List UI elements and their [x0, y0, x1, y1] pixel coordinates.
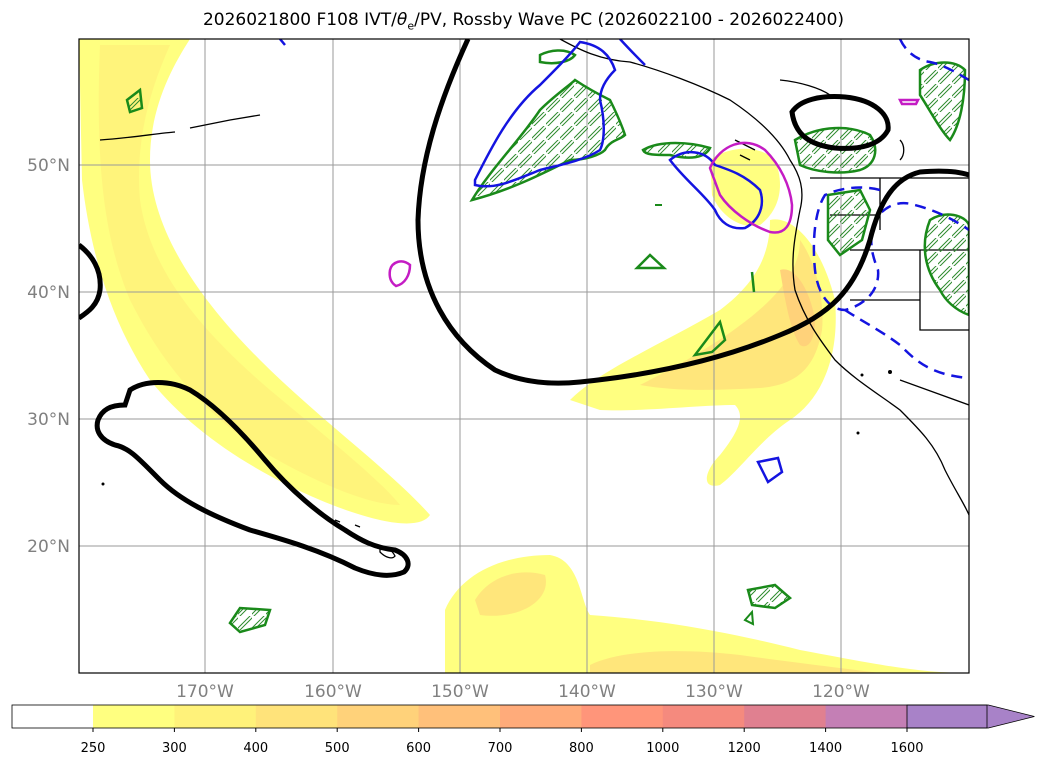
colorbar-segment — [418, 705, 501, 728]
colorbar-label: 250 — [81, 741, 106, 756]
colorbar-label: 700 — [488, 741, 513, 756]
colorbar-segment — [906, 704, 1035, 729]
colorbar-label: 1000 — [646, 741, 679, 756]
theta-e-dashed-contours — [812, 39, 969, 380]
colorbar-label: 500 — [325, 741, 350, 756]
rossby-wave-contours — [79, 39, 969, 578]
lat-label-30n: 30°N — [27, 410, 70, 430]
colorbar-segment — [825, 705, 908, 728]
islands — [101, 370, 892, 486]
colorbar-label: 600 — [406, 741, 431, 756]
lon-label-170w: 170°W — [176, 682, 234, 702]
colorbar — [12, 704, 1035, 729]
lon-label-150w: 150°W — [431, 682, 489, 702]
lon-label-130w: 130°W — [685, 682, 743, 702]
colorbar-label: 1400 — [809, 741, 842, 756]
lat-label-40n: 40°N — [27, 283, 70, 303]
colorbar-label: 1200 — [728, 741, 761, 756]
lat-label-20n: 20°N — [27, 537, 70, 557]
lon-label-160w: 160°W — [304, 682, 362, 702]
title-prefix: 2026021800 F108 IVT/ — [202, 10, 397, 30]
colorbar-segment — [93, 705, 175, 728]
colorbar-segment — [744, 705, 827, 728]
colorbar-label: 400 — [243, 741, 268, 756]
longitude-labels: 170°W 160°W 150°W 140°W 130°W 120°W — [176, 682, 870, 702]
pv-magenta-contours — [388, 98, 921, 288]
colorbar-label: 1600 — [890, 741, 923, 756]
colorbar-segment — [662, 705, 745, 728]
colorbar-segment — [174, 705, 257, 728]
colorbar-labels: 250 300 400 500 600 700 800 1000 1200 1400 1600 — [81, 728, 924, 756]
latitude-labels: 20°N 30°N 40°N 50°N — [27, 156, 70, 557]
colorbar-label: 300 — [162, 741, 187, 756]
title-theta-sub: e — [407, 19, 415, 33]
colorbar-label: 800 — [569, 741, 594, 756]
colorbar-under-segment — [12, 705, 93, 728]
colorbar-segment — [337, 705, 420, 728]
title-theta: θ — [396, 10, 408, 30]
colorbar-segment — [255, 705, 338, 728]
colorbar-segment — [581, 705, 664, 728]
title-suffix: /PV, Rossby Wave PC (2026022100 - 202602… — [414, 10, 845, 30]
map-title: 2026021800 F108 IVT/θe/PV, Rossby Wave P… — [0, 10, 1047, 32]
map-area — [79, 39, 969, 673]
lon-label-140w: 140°W — [558, 682, 616, 702]
lat-label-50n: 50°N — [27, 156, 70, 176]
map-frame — [78, 38, 970, 674]
colorbar-segment — [500, 705, 582, 728]
lon-label-120w: 120°W — [812, 682, 870, 702]
